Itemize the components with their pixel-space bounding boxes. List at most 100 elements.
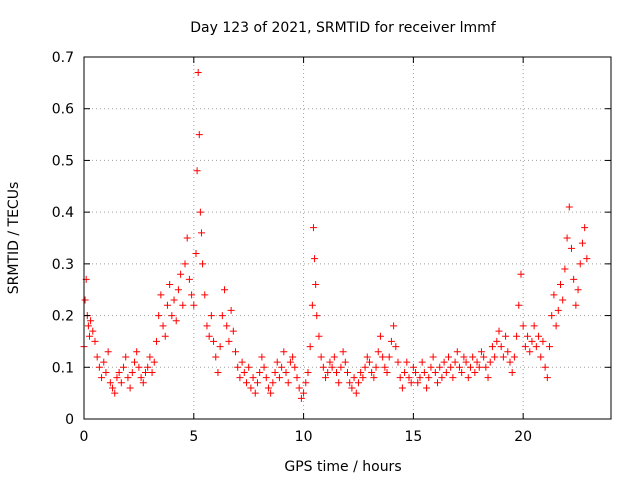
data-point [135,363,143,371]
y-tick-label: 0.1 [52,360,74,376]
data-point [196,208,204,216]
data-point [199,260,207,268]
data-point [139,379,147,387]
data-point [561,265,569,273]
data-point [473,358,481,366]
data-point [458,368,466,376]
data-point [300,389,308,397]
data-point [256,368,264,376]
data-point [460,353,468,361]
data-point [438,374,446,382]
data-point [245,363,253,371]
data-point [93,353,101,361]
chart-title: Day 123 of 2021, SRMTID for receiver lmm… [190,20,497,36]
data-point [379,353,387,361]
data-point [247,384,255,392]
data-point [262,374,270,382]
data-point [418,358,426,366]
data-point [401,368,409,376]
data-point [278,363,286,371]
data-point [556,281,564,289]
data-point [341,358,349,366]
data-point [183,234,191,242]
data-point [440,358,448,366]
data-point [115,368,123,376]
data-point [504,348,512,356]
data-point [449,374,457,382]
data-point [126,384,134,392]
data-point [253,379,261,387]
data-point [157,291,165,299]
data-point [120,363,128,371]
data-point [506,358,514,366]
data-point [528,337,536,345]
data-point [155,312,163,320]
data-point [337,363,345,371]
data-point [104,348,112,356]
y-tick-label: 0.7 [52,50,74,66]
data-point [416,374,424,382]
data-point [185,275,193,283]
data-point [559,296,567,304]
data-point [552,322,560,330]
data-point [563,234,571,242]
y-tick-label: 0.2 [52,309,74,325]
data-point [363,353,371,361]
data-point [207,312,215,320]
data-point [532,343,540,351]
data-point [359,374,367,382]
data-point [203,322,211,330]
data-point [159,322,167,330]
data-point [216,343,224,351]
data-point [482,363,490,371]
data-point [484,374,492,382]
data-point [269,379,277,387]
data-point [368,368,376,376]
data-point [174,286,182,294]
data-point [98,374,106,382]
data-point [113,374,121,382]
data-point [491,353,499,361]
data-point [100,358,108,366]
data-point [348,384,356,392]
data-point [181,260,189,268]
data-point [513,332,521,340]
data-point [152,337,160,345]
data-point [381,363,389,371]
x-tick-label: 0 [80,429,89,445]
data-point [462,358,470,366]
data-point [95,363,103,371]
data-point [223,322,231,330]
data-point [357,368,365,376]
data-point [414,379,422,387]
data-point [471,368,479,376]
data-point [308,301,316,309]
data-point [289,353,297,361]
data-points [80,69,591,402]
data-point [128,368,136,376]
y-tick-label: 0.4 [52,205,74,221]
data-point [225,337,233,345]
data-point [526,348,534,356]
data-point [190,301,198,309]
data-point [124,374,132,382]
data-point [578,239,586,247]
data-point [352,389,360,397]
plot-frame [83,56,612,420]
data-point [365,358,373,366]
data-point [335,379,343,387]
data-point [260,363,268,371]
data-point [195,131,203,139]
data-point [339,348,347,356]
data-point [81,296,89,304]
data-point [396,374,404,382]
data-point [111,389,119,397]
data-point [210,337,218,345]
data-point [453,348,461,356]
data-point [376,332,384,340]
data-point [179,301,187,309]
data-point [390,322,398,330]
data-point [464,374,472,382]
data-point [493,337,501,345]
data-point [350,374,358,382]
